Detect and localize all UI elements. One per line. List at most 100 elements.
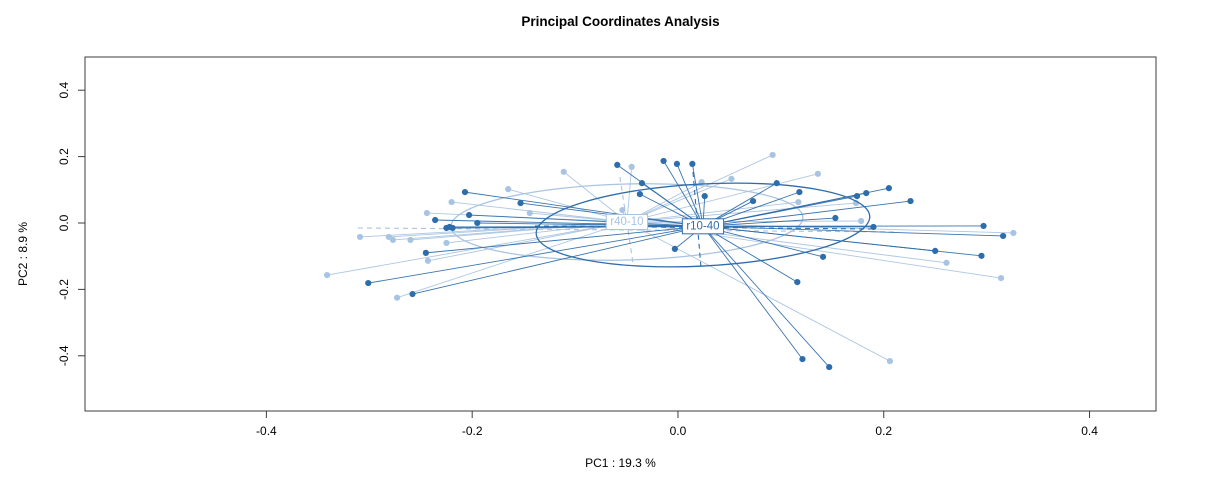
data-point [461,189,469,196]
data-point [505,186,512,193]
spider-line [626,201,799,223]
y-tick-label: -0.4 [57,345,71,366]
group-centroid-label-r40-10: r40-10 [605,213,649,230]
data-point [443,239,450,247]
data-point [424,257,432,264]
centroid-label-box [681,218,725,235]
spider-line [702,226,830,368]
spider-line [451,201,627,223]
data-point [863,190,870,197]
data-point [701,193,708,200]
group-r40-10 [324,151,1017,365]
y-tick-label: 0.2 [57,148,71,165]
x-tick-label: 0.4 [1081,424,1098,438]
spider-line [368,225,704,284]
data-point [671,245,678,252]
spider-line [663,160,704,227]
data-point [619,206,626,214]
plot-frame [84,56,1157,412]
data-point [422,249,429,256]
centroid-label-text: r10-40 [686,220,719,232]
data-point [1010,229,1017,237]
y-tick-label: -0.2 [57,279,71,300]
data-point [769,151,776,159]
data-point [795,198,802,206]
data-point [324,272,331,279]
data-point [749,197,757,205]
data-point [997,275,1005,282]
data-point [517,199,524,207]
data-point [389,236,397,244]
x-tick-label: 0.0 [670,424,687,438]
data-point [980,222,987,230]
spider-line [626,166,633,223]
data-point [689,160,696,168]
data-point [526,209,533,217]
spider-line [464,191,704,227]
data-point [814,170,821,177]
data-point [943,259,950,266]
data-point [886,358,894,365]
data-point [932,247,939,254]
data-point [773,180,780,187]
data-point [885,185,892,192]
data-point [660,157,667,165]
spider-line [626,173,819,223]
spider-line [477,222,703,227]
y-tick-label: 0.4 [57,82,71,99]
spider-line [702,226,803,360]
data-point [826,363,833,371]
x-axis-label: PC1 : 19.3 % [585,456,656,470]
group-centroid-label-r10-40: r10-40 [681,218,725,235]
data-point [870,223,877,231]
data-point [393,294,401,301]
data-point [407,236,414,244]
data-point [356,233,364,241]
data-point [907,197,914,205]
x-tick-label: 0.2 [875,424,892,438]
spider-line [425,225,704,254]
x-tick-label: -0.2 [462,424,483,438]
centroid-dashed-horizontal [534,225,872,230]
group-ellipse [535,182,871,268]
data-point [728,175,735,182]
spider-line [469,214,703,227]
spider-line [691,163,704,227]
data-point [432,216,439,224]
data-point [365,279,372,287]
spider-line [676,163,704,227]
chart-title: Principal Coordinates Analysis [521,14,720,29]
data-point [448,198,455,206]
y-tick-label: 0.0 [57,214,71,231]
data-point [636,191,643,198]
data-point [560,168,567,175]
spider-line [626,221,891,362]
data-point [794,278,801,286]
spider-line [702,225,798,283]
data-point [474,219,481,227]
data-point [819,253,827,260]
group-r10-40 [365,157,1007,371]
x-tick-label: -0.4 [256,424,277,438]
data-point [858,217,865,225]
y-axis-label-text: PC2 : 8.9 % [16,222,30,287]
spider-line [702,217,836,227]
data-point [449,224,456,232]
data-point [614,161,621,168]
data-point [465,211,473,219]
data-point [628,163,635,170]
data-point [796,189,803,196]
data-point [978,252,985,259]
data-point [673,160,681,168]
data-point [799,356,806,363]
data-point [832,214,839,222]
data-point [638,180,646,187]
data-point [423,209,431,217]
spider-line [427,221,628,262]
spider-line [396,221,628,299]
centroid-dashed-vertical [619,176,634,264]
data-point [853,193,861,200]
data-point [1000,232,1007,240]
